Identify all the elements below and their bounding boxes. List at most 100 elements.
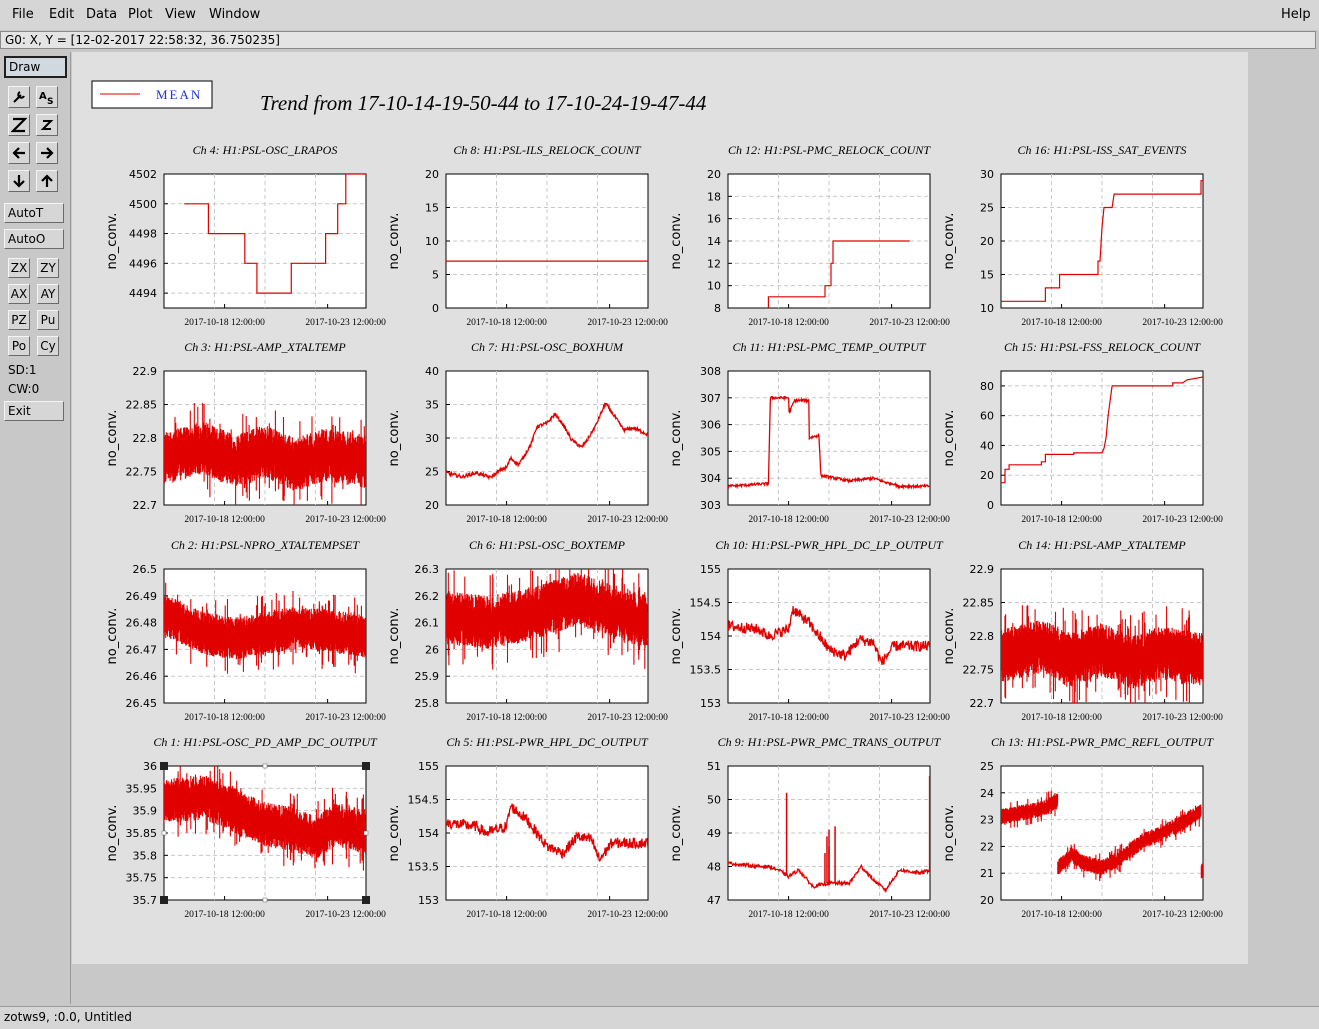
- y-tick-label: 307: [700, 392, 721, 405]
- menu-plot[interactable]: Plot: [128, 7, 153, 22]
- pan-up-button[interactable]: [36, 170, 58, 192]
- chart-panel-15: Ch 9: H1:PSL-PWR_PMC_TRANS_OUTPUT 47 48 49 5…: [669, 735, 950, 920]
- menu-window[interactable]: Window: [209, 7, 261, 22]
- y-tick-label: 0: [432, 302, 439, 315]
- pan-left-button[interactable]: [8, 142, 30, 164]
- cy-button[interactable]: Cy: [37, 336, 59, 356]
- y-tick-label: 22.7: [133, 499, 158, 512]
- zoom-x-button[interactable]: ZX: [8, 258, 30, 278]
- y-tick-label: 154.5: [408, 794, 440, 807]
- autoscale-x-label: AX: [10, 287, 28, 301]
- autoscale-y-button[interactable]: AY: [37, 284, 59, 304]
- zoom-button[interactable]: [36, 114, 58, 136]
- series-mean: [1001, 376, 1203, 484]
- series-mean: [1001, 180, 1203, 302]
- y-tick-label: 26: [425, 643, 439, 656]
- menu-file[interactable]: File: [12, 7, 34, 22]
- menu-data[interactable]: Data: [86, 7, 118, 22]
- chart-panel-11: Ch 10: H1:PSL-PWR_HPL_DC_LP_OUTPUT 153 153…: [669, 538, 950, 723]
- y-tick-label: 24: [980, 787, 994, 800]
- series-mean: [767, 240, 910, 308]
- series-mean: [728, 776, 930, 894]
- y-tick-label: 22.8: [133, 432, 158, 445]
- x-tick-label: 2017-10-23 12:00:00: [305, 318, 386, 328]
- x-tick-label: 2017-10-23 12:00:00: [1142, 318, 1223, 328]
- series-band: [1001, 605, 1203, 703]
- auto-time-button[interactable]: AutoT: [4, 203, 64, 223]
- arrow-up-icon: [41, 174, 53, 187]
- chart-panel-2: Ch 8: H1:PSL-ILS_RELOCK_COUNT 0 5 10 15 20 201…: [387, 143, 668, 328]
- y-tick-label: 304: [700, 472, 721, 485]
- x-tick-label: 2017-10-23 12:00:00: [305, 515, 386, 525]
- exit-button[interactable]: Exit: [4, 401, 64, 421]
- y-tick-label: 308: [700, 365, 721, 378]
- pointer-tool-button[interactable]: [8, 86, 30, 108]
- x-tick-label: 2017-10-18 12:00:00: [184, 318, 265, 328]
- plot-area[interactable]: MEAN Trend from 17-10-14-19-50-44 to 17-1…: [72, 52, 1319, 1004]
- y-tick-label: 10: [425, 235, 439, 248]
- pan-right-button[interactable]: [36, 142, 58, 164]
- x-tick-label: 2017-10-18 12:00:00: [184, 515, 265, 525]
- pan-down-button[interactable]: [8, 170, 30, 192]
- auto-ordinate-button[interactable]: AutoO: [4, 229, 64, 249]
- pz-button[interactable]: PZ: [8, 310, 30, 330]
- series-line: [767, 240, 910, 308]
- y-tick-label: 20: [980, 235, 994, 248]
- series-line: [446, 803, 648, 862]
- panel-title: Ch 1: H1:PSL-OSC_PD_AMP_DC_OUTPUT: [153, 735, 378, 749]
- y-tick-label: 26.45: [126, 697, 158, 710]
- po-button[interactable]: Po: [8, 336, 30, 356]
- zoom-y-button[interactable]: ZY: [37, 258, 59, 278]
- chart-panel-9: Ch 2: H1:PSL-NPRO_XTALTEMPSET 26.45 26.46 2…: [105, 538, 386, 723]
- menu-view[interactable]: View: [165, 7, 196, 22]
- x-tick-label: 2017-10-18 12:00:00: [466, 910, 547, 920]
- series-line: [1001, 180, 1203, 302]
- x-tick-label: 2017-10-23 12:00:00: [587, 318, 668, 328]
- y-tick-label: 36: [143, 760, 157, 773]
- y-tick-label: 155: [700, 563, 721, 576]
- po-label: Po: [11, 339, 27, 353]
- x-tick-label: 2017-10-18 12:00:00: [748, 515, 829, 525]
- series-line: [728, 606, 930, 665]
- y-tick-label: 35.85: [126, 827, 158, 840]
- y-tick-label: 20: [425, 168, 439, 181]
- autoscale-x-button[interactable]: AX: [8, 284, 30, 304]
- y-tick-label: 4496: [129, 257, 157, 270]
- panel-title: Ch 14: H1:PSL-AMP_XTALTEMP: [1018, 538, 1186, 552]
- series-mean: [184, 174, 366, 294]
- y-axis-label: no_conv.: [105, 805, 120, 862]
- series-mean: [446, 569, 648, 670]
- selection-handle-mid: [262, 897, 268, 903]
- y-axis-label: no_conv.: [942, 410, 957, 467]
- panel-title: Ch 5: H1:PSL-PWR_HPL_DC_OUTPUT: [446, 735, 649, 749]
- y-tick-label: 22.85: [963, 597, 995, 610]
- y-tick-label: 0: [987, 499, 994, 512]
- y-tick-label: 35.7: [133, 894, 158, 907]
- y-tick-label: 22.7: [970, 697, 995, 710]
- zoom-fit-button[interactable]: [8, 114, 30, 136]
- y-tick-label: 35.9: [133, 805, 158, 818]
- y-axis-label: no_conv.: [387, 805, 402, 862]
- legend: MEAN: [91, 80, 213, 109]
- menu-edit[interactable]: Edit: [49, 7, 75, 22]
- series-mean: [728, 395, 930, 491]
- draw-button-label: Draw: [9, 60, 41, 74]
- menu-help[interactable]: Help: [1281, 7, 1311, 22]
- x-tick-label: 2017-10-23 12:00:00: [587, 910, 668, 920]
- pu-button[interactable]: Pu: [37, 310, 59, 330]
- y-tick-label: 40: [980, 439, 994, 452]
- x-tick-label: 2017-10-18 12:00:00: [184, 713, 265, 723]
- panel-title: Ch 6: H1:PSL-OSC_BOXTEMP: [469, 538, 626, 552]
- x-tick-label: 2017-10-23 12:00:00: [869, 910, 950, 920]
- y-tick-label: 8: [714, 302, 721, 315]
- draw-button[interactable]: Draw: [4, 56, 67, 78]
- series-mean: [1001, 605, 1203, 703]
- y-tick-label: 26.47: [126, 643, 158, 656]
- y-tick-label: 50: [707, 794, 721, 807]
- y-tick-label: 35: [425, 399, 439, 412]
- trend-plot-canvas[interactable]: MEAN Trend from 17-10-14-19-50-44 to 17-1…: [72, 52, 1319, 1004]
- selection-handle: [362, 762, 370, 770]
- y-tick-label: 4500: [129, 198, 157, 211]
